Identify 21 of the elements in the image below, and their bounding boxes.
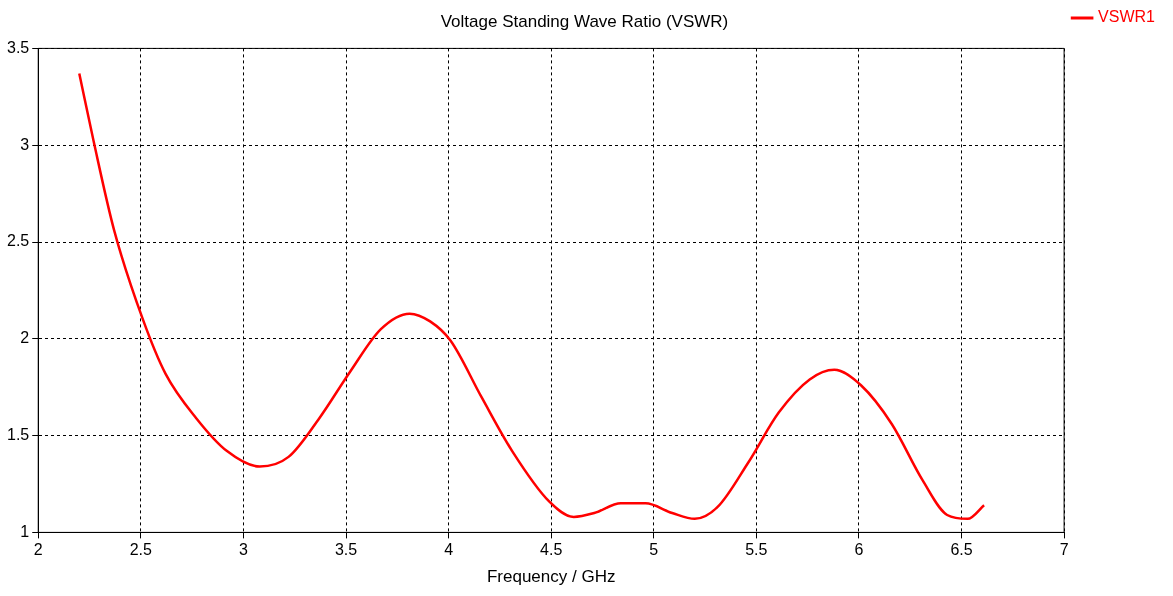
x-tick-label: 5.5 [745,541,768,559]
x-tick-label: 4.5 [540,541,563,559]
x-tick-label: 3.5 [334,541,358,559]
chart-title: Voltage Standing Wave Ratio (VSWR) [440,11,729,31]
x-axis-title: Frequency / GHz [486,567,616,587]
x-tick-label: 3 [238,541,248,559]
x-tick-label: 6 [854,541,864,559]
y-tick-label: 1 [20,522,30,540]
x-tick-label: 5 [649,541,659,559]
x-tick-label: 2.5 [129,541,153,559]
line-series [78,72,986,521]
y-tick-label: 2 [20,329,30,347]
y-tick-label: 3.5 [6,38,30,56]
x-tick-label: 2 [33,541,43,559]
x-tick-label: 4 [444,541,454,559]
y-tick-label: 3 [20,135,30,153]
y-tick-label: 1.5 [6,426,30,444]
y-tick-label: 2.5 [6,232,30,250]
x-tick-label: 7 [1059,541,1069,559]
x-tick-label: 6.5 [950,541,973,559]
legend-label: VSWR1 [1098,8,1156,26]
